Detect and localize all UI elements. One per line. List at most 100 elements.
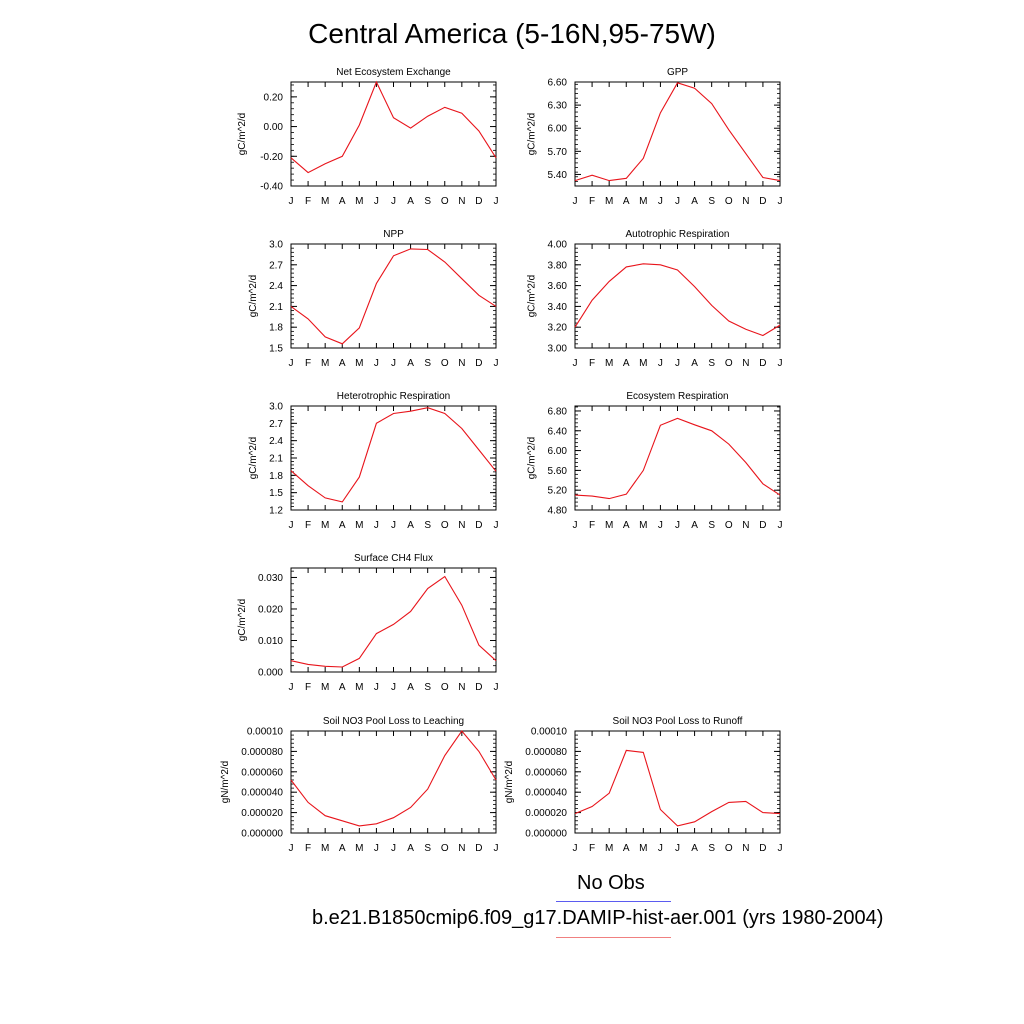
chart-6: J F M A M J J A S O N D J4.805.205.606.006.406.80Eco… xyxy=(527,391,783,531)
x-tick-label: J xyxy=(778,520,783,531)
x-tick-label: N xyxy=(458,358,465,369)
x-tick-label: J xyxy=(573,843,578,854)
x-tick-label: J xyxy=(289,682,294,693)
x-tick-label: M xyxy=(639,843,647,854)
x-tick-label: J xyxy=(391,520,396,531)
x-tick-label: O xyxy=(441,196,449,207)
y-tick-label: 0.030 xyxy=(258,573,283,584)
x-tick-label: J xyxy=(391,843,396,854)
y-tick-label: 3.80 xyxy=(548,260,568,271)
legend-label-obs: No Obs xyxy=(577,872,645,894)
x-tick-label: O xyxy=(441,358,449,369)
y-tick-label: 0.000 xyxy=(258,668,283,679)
x-tick-label: M xyxy=(321,196,329,207)
series-line xyxy=(290,80,497,174)
chart-title: Autotrophic Respiration xyxy=(626,229,730,240)
x-tick-label: D xyxy=(759,358,766,369)
x-tick-label: J xyxy=(573,358,578,369)
x-tick-label: M xyxy=(639,520,647,531)
chart-8: J F M A M J J A S O N D J0.0000000.0000200.0000400.0… xyxy=(220,716,498,854)
x-tick-label: F xyxy=(589,520,595,531)
x-tick-label: A xyxy=(407,358,414,369)
y-tick-label: -0.40 xyxy=(260,182,283,193)
plot-frame xyxy=(290,243,497,349)
chart-9: J F M A M J J A S O N D J0.0000000.0000200.0000400.0… xyxy=(504,716,782,854)
y-axis-label: gN/m^2/d xyxy=(220,761,231,804)
series-line xyxy=(574,417,781,500)
x-tick-label: A xyxy=(623,520,630,531)
y-tick-label: 3.0 xyxy=(269,240,283,251)
x-tick-label: N xyxy=(742,843,749,854)
chart-title: NPP xyxy=(383,229,404,240)
x-tick-label: D xyxy=(475,358,482,369)
series-line xyxy=(574,263,781,337)
x-tick-label: J xyxy=(289,196,294,207)
y-tick-label: 0.00 xyxy=(264,122,284,133)
x-tick-label: A xyxy=(623,843,630,854)
y-tick-label: 5.60 xyxy=(548,466,568,477)
x-tick-label: J xyxy=(374,520,379,531)
y-tick-label: 1.2 xyxy=(269,506,283,517)
y-tick-label: 3.20 xyxy=(548,323,568,334)
x-tick-label: N xyxy=(458,520,465,531)
x-tick-label: S xyxy=(424,682,431,693)
y-tick-label: 3.00 xyxy=(548,344,568,355)
x-tick-label: A xyxy=(691,843,698,854)
y-tick-label: 1.5 xyxy=(269,488,283,499)
y-axis-label: gN/m^2/d xyxy=(504,761,515,804)
x-tick-label: J xyxy=(494,196,499,207)
x-tick-label: J xyxy=(675,520,680,531)
chart-title: Net Ecosystem Exchange xyxy=(336,67,451,78)
y-tick-label: 0.000060 xyxy=(525,767,567,778)
y-tick-label: 5.40 xyxy=(548,170,568,181)
x-tick-label: J xyxy=(391,682,396,693)
x-tick-label: S xyxy=(708,358,715,369)
chart-3: J F M A M J J A S O N D J1.51.82.12.42.73.0NPPgC/m^2… xyxy=(248,229,498,369)
x-tick-label: F xyxy=(589,843,595,854)
x-tick-label: O xyxy=(725,520,733,531)
x-tick-label: M xyxy=(605,843,613,854)
x-tick-label: O xyxy=(441,520,449,531)
y-tick-label: 0.000080 xyxy=(525,747,567,758)
series-line xyxy=(574,82,781,182)
plot-frame xyxy=(290,81,497,187)
y-axis-label: gC/m^2/d xyxy=(237,599,248,642)
x-tick-label: N xyxy=(458,196,465,207)
x-tick-label: F xyxy=(305,358,311,369)
x-tick-label: O xyxy=(441,682,449,693)
y-tick-label: 0.000000 xyxy=(525,829,567,840)
y-tick-label: 4.00 xyxy=(548,240,568,251)
x-tick-label: A xyxy=(623,196,630,207)
y-tick-label: 0.010 xyxy=(258,636,283,647)
y-tick-label: 2.1 xyxy=(269,454,283,465)
y-tick-label: 0.000000 xyxy=(241,829,283,840)
y-tick-label: 3.40 xyxy=(548,302,568,313)
y-tick-label: 0.020 xyxy=(258,604,283,615)
x-tick-label: J xyxy=(374,682,379,693)
x-tick-label: F xyxy=(589,358,595,369)
x-tick-label: J xyxy=(778,358,783,369)
plot-frame xyxy=(574,730,781,834)
x-tick-label: N xyxy=(458,843,465,854)
x-tick-label: D xyxy=(475,682,482,693)
y-tick-label: 6.30 xyxy=(548,101,568,112)
y-tick-label: 6.80 xyxy=(548,406,568,417)
y-tick-label: 0.000040 xyxy=(241,788,283,799)
x-tick-label: A xyxy=(339,520,346,531)
x-tick-label: S xyxy=(424,196,431,207)
y-tick-label: 0.00010 xyxy=(531,727,568,738)
x-tick-label: D xyxy=(475,843,482,854)
y-tick-label: 6.40 xyxy=(548,426,568,437)
x-tick-label: A xyxy=(407,196,414,207)
chart-5: J F M A M J J A S O N D J1.21.51.82.12.42.73.0Hetero… xyxy=(248,391,498,531)
y-tick-label: 2.4 xyxy=(269,281,283,292)
x-tick-label: J xyxy=(374,843,379,854)
chart-title: GPP xyxy=(667,67,688,78)
chart-title: Surface CH4 Flux xyxy=(354,553,433,564)
x-tick-label: F xyxy=(305,520,311,531)
x-tick-label: A xyxy=(339,682,346,693)
y-tick-label: 5.70 xyxy=(548,147,568,158)
x-tick-label: J xyxy=(494,843,499,854)
y-tick-label: 3.60 xyxy=(548,281,568,292)
